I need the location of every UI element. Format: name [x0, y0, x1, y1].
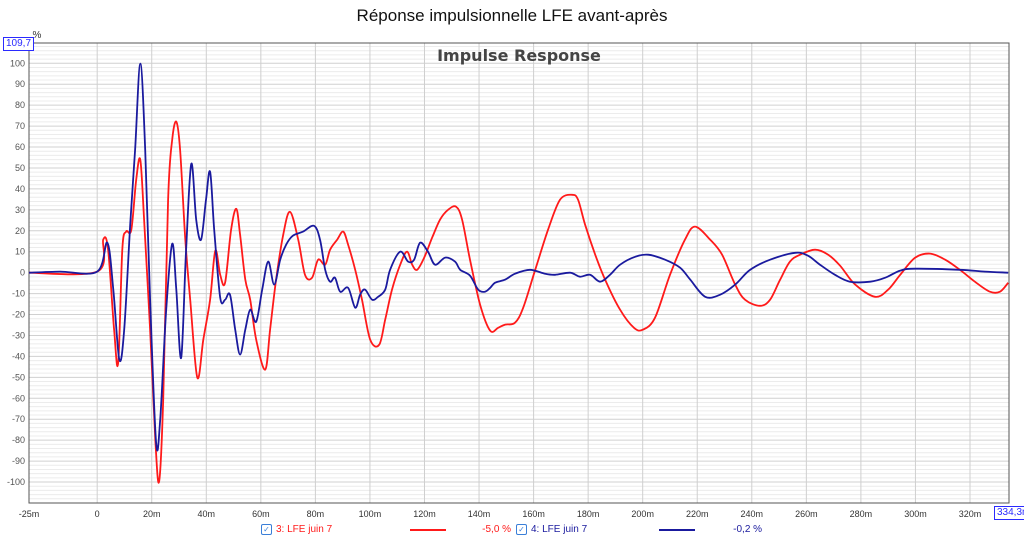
- x-tick-label: 300m: [904, 509, 927, 519]
- series-line-blue: [28, 62, 1009, 452]
- y-tick-label: -100: [7, 477, 25, 487]
- y-tick-label: 30: [15, 205, 25, 215]
- chart-title: Impulse Response: [437, 46, 601, 65]
- y-axis-label: %: [33, 30, 42, 41]
- x-tick-label: 220m: [686, 509, 709, 519]
- y-tick-label: -10: [12, 289, 25, 299]
- x-tick-label: 160m: [522, 509, 545, 519]
- y-tick-label: -60: [12, 393, 25, 403]
- y-tick-label: 100: [10, 58, 25, 68]
- legend-value: -5,0 %: [482, 524, 512, 535]
- legend-label: 4: LFE juin 7: [531, 524, 588, 535]
- y-tick-label: 80: [15, 100, 25, 110]
- y-cursor-readout: 109,7: [3, 37, 35, 51]
- x-tick-label: 20m: [143, 509, 161, 519]
- y-tick-label: 10: [15, 247, 25, 257]
- y-tick-label: -90: [12, 456, 25, 466]
- y-tick-label: 90: [15, 79, 25, 89]
- y-tick-label: 0: [20, 268, 25, 278]
- x-tick-label: 40m: [198, 509, 216, 519]
- y-tick-label: 70: [15, 121, 25, 131]
- x-tick-label: 0: [95, 509, 100, 519]
- y-tick-label: 50: [15, 163, 25, 173]
- y-tick-label: -80: [12, 435, 25, 445]
- y-tick-label: -40: [12, 351, 25, 361]
- x-tick-label: 60m: [252, 509, 270, 519]
- x-tick-label: 320m: [959, 509, 982, 519]
- y-tick-label: -50: [12, 372, 25, 382]
- x-tick-label: -25m: [19, 509, 40, 519]
- window-title: Réponse impulsionnelle LFE avant-après: [356, 6, 668, 25]
- x-tick-label: 200m: [631, 509, 654, 519]
- legend-line-swatch: [410, 528, 447, 531]
- legend-value: -0,2 %: [733, 524, 763, 535]
- checkbox-icon[interactable]: ✓: [516, 524, 527, 535]
- y-tick-label: -20: [12, 310, 25, 320]
- plot-frame: [28, 42, 1010, 504]
- y-tick-label: 20: [15, 226, 25, 236]
- x-tick-label: 280m: [850, 509, 873, 519]
- x-tick-label: 140m: [468, 509, 491, 519]
- x-tick-label: 100m: [359, 509, 382, 519]
- x-tick-label: 180m: [577, 509, 600, 519]
- x-tick-label: 240m: [741, 509, 764, 519]
- checkbox-icon[interactable]: ✓: [261, 524, 272, 535]
- y-tick-label: -30: [12, 330, 25, 340]
- y-tick-label: 60: [15, 142, 25, 152]
- x-tick-label: 80m: [307, 509, 325, 519]
- y-tick-label: -70: [12, 414, 25, 424]
- x-cursor-readout: 334,3m: [994, 506, 1024, 520]
- y-tick-label: 40: [15, 184, 25, 194]
- legend-label: 3: LFE juin 7: [276, 524, 333, 535]
- x-tick-label: 260m: [795, 509, 818, 519]
- x-tick-label: 120m: [413, 509, 436, 519]
- series-line-red: [28, 120, 1009, 484]
- legend-line-swatch: [659, 528, 696, 531]
- legend-item-series-4[interactable]: ✓ 4: LFE juin 7 -0,2 %: [516, 524, 762, 535]
- legend-item-series-3[interactable]: ✓ 3: LFE juin 7 -5,0 %: [261, 524, 511, 535]
